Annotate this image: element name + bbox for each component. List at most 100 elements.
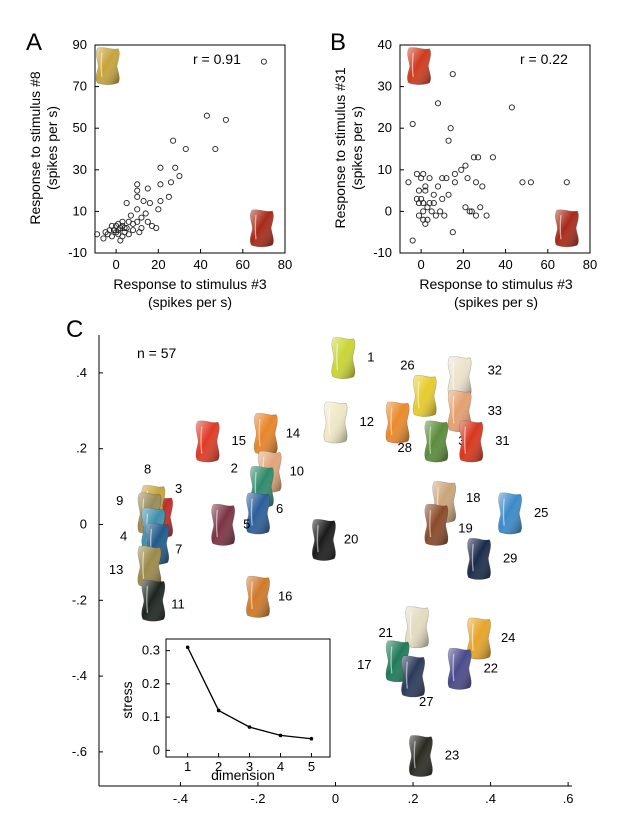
data-point xyxy=(418,175,425,182)
data-point xyxy=(519,179,526,186)
data-point xyxy=(222,116,229,123)
stimulus-shape-23 xyxy=(408,735,433,777)
stimulus-shape-27 xyxy=(401,655,426,698)
data-point xyxy=(458,166,465,173)
data-point xyxy=(483,212,490,219)
y-tick-label: 0 xyxy=(385,203,392,218)
stimulus-shape-11 xyxy=(141,579,166,622)
stimulus-number: 4 xyxy=(120,528,127,543)
data-point xyxy=(443,175,450,182)
x-tick-label: 80 xyxy=(278,257,292,272)
stimulus-number: 32 xyxy=(488,363,502,378)
data-point xyxy=(260,58,267,65)
data-point xyxy=(437,208,444,215)
data-point xyxy=(144,218,151,225)
y-tick-label: 70 xyxy=(73,79,87,94)
panel-b-ylabel-line1: Response to stimulus #31 xyxy=(332,67,348,228)
data-point xyxy=(449,71,456,78)
stimulus-shape-5 xyxy=(211,503,236,546)
data-point xyxy=(451,170,458,178)
data-point xyxy=(447,125,454,132)
data-point xyxy=(115,220,122,227)
x-tick-label: 80 xyxy=(583,257,597,272)
data-point xyxy=(428,208,435,215)
x-tick-label: 40 xyxy=(193,257,207,272)
data-point xyxy=(405,179,412,186)
data-point xyxy=(113,229,120,236)
panel-b-xlabel-line2: (spikes per s) xyxy=(454,294,538,310)
data-point xyxy=(420,208,427,215)
data-point xyxy=(123,224,130,232)
data-point xyxy=(212,145,219,153)
y-tick-label: .4 xyxy=(76,365,87,380)
x-tick-label: .4 xyxy=(485,791,496,806)
data-point xyxy=(415,187,423,194)
stimulus-number: 18 xyxy=(466,490,480,505)
y-tick-label: -.2 xyxy=(72,592,87,607)
data-point xyxy=(477,204,484,211)
data-point xyxy=(466,208,473,215)
stimulus-shape-24 xyxy=(467,617,491,660)
stress-inset: 1 2 3 4 5 0 0.1 0.2 0.3 dimension stress xyxy=(119,638,331,783)
data-point xyxy=(468,208,475,215)
data-point xyxy=(119,233,126,240)
stimulus-shape-14 xyxy=(253,412,278,455)
stimulus-number: 33 xyxy=(488,403,502,418)
stimulus-shape-12 xyxy=(323,401,348,444)
stimulus-number: 19 xyxy=(458,520,472,535)
y-tick-label: 50 xyxy=(73,120,87,135)
panel-a-ylabel-line2: (spikes per s) xyxy=(44,106,60,190)
stimulus-number: 7 xyxy=(175,541,182,556)
x-tick-label: 20 xyxy=(456,257,470,272)
y-tick-label: .2 xyxy=(76,441,87,456)
panel-b-xlabel-line1: Response to stimulus #3 xyxy=(419,276,573,292)
stimulus-icon xyxy=(407,47,431,85)
panel-b-correlation: r = 0.22 xyxy=(520,51,568,67)
data-point xyxy=(108,233,115,240)
data-point xyxy=(426,200,433,207)
stimulus-number: 22 xyxy=(484,661,498,676)
data-point xyxy=(563,179,570,186)
stimulus-shape-26 xyxy=(412,375,437,417)
stimulus-number: 26 xyxy=(400,358,414,373)
x-tick-label: .2 xyxy=(408,791,419,806)
stimulus-number: 3 xyxy=(175,481,182,496)
data-point xyxy=(449,229,456,236)
stimulus-number: 28 xyxy=(398,440,412,455)
data-point xyxy=(489,154,496,161)
data-point xyxy=(432,212,439,219)
data-point xyxy=(415,212,423,219)
panel-a-frame xyxy=(94,44,286,254)
data-point xyxy=(422,187,429,194)
data-point xyxy=(430,200,437,207)
data-point xyxy=(422,183,429,190)
data-point xyxy=(527,179,534,186)
inset-y-tick-label: 0.2 xyxy=(142,676,160,691)
stimulus-shape-32 xyxy=(447,356,472,398)
data-point xyxy=(462,162,469,169)
y-tick-label: -10 xyxy=(68,245,87,260)
inset-x-tick-label: 2 xyxy=(215,759,222,774)
inset-point xyxy=(278,733,283,738)
stimulus-shape-22 xyxy=(447,647,472,690)
data-point xyxy=(125,231,132,238)
panel-b-ticks: 0 20 40 60 80 -10 0 10 20 30 40 xyxy=(373,37,597,272)
data-point xyxy=(472,212,480,219)
y-tick-label: 10 xyxy=(378,162,392,177)
stimulus-number: 21 xyxy=(378,625,392,640)
data-point xyxy=(121,224,128,232)
data-point xyxy=(155,206,162,213)
y-tick-label: 30 xyxy=(73,162,87,177)
data-point xyxy=(127,212,134,219)
panel-c-stimuli: 1263233122830311415102653894713112016181… xyxy=(109,337,548,777)
data-point xyxy=(134,181,141,188)
data-point xyxy=(115,227,122,234)
inset-ticks: 1 2 3 4 5 0 0.1 0.2 0.3 xyxy=(142,643,315,774)
inset-xlabel: dimension xyxy=(211,767,275,783)
inset-y-tick-label: 0 xyxy=(153,742,160,757)
y-tick-label: -10 xyxy=(373,245,392,260)
data-point xyxy=(157,164,164,171)
data-point xyxy=(157,181,164,188)
data-point xyxy=(413,195,420,202)
